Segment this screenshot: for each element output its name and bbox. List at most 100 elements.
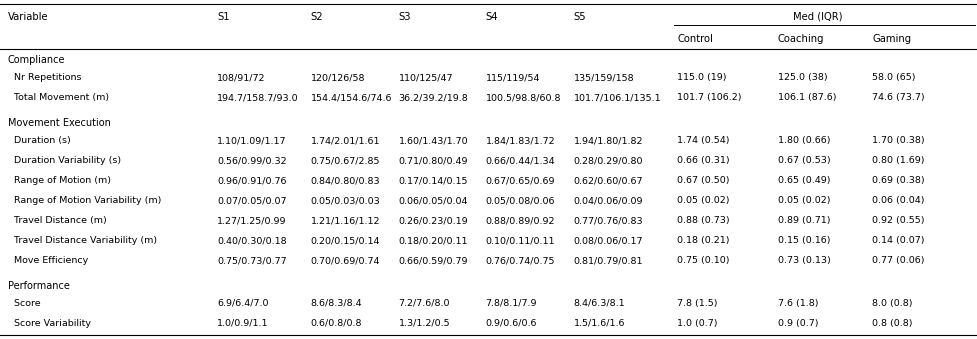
Text: 0.89 (0.71): 0.89 (0.71) (778, 216, 830, 225)
Text: 1.94/1.80/1.82: 1.94/1.80/1.82 (573, 136, 643, 145)
Text: 0.67/0.65/0.69: 0.67/0.65/0.69 (486, 176, 555, 185)
Text: 110/125/47: 110/125/47 (399, 73, 453, 82)
Text: 58.0 (65): 58.0 (65) (872, 73, 916, 82)
Text: 0.77 (0.06): 0.77 (0.06) (872, 256, 925, 265)
Text: 0.88 (0.73): 0.88 (0.73) (677, 216, 730, 225)
Text: 154.4/154.6/74.6: 154.4/154.6/74.6 (311, 93, 392, 102)
Text: 8.4/6.3/8.1: 8.4/6.3/8.1 (573, 299, 625, 308)
Text: 1.74/2.01/1.61: 1.74/2.01/1.61 (311, 136, 380, 145)
Text: 0.75 (0.10): 0.75 (0.10) (677, 256, 730, 265)
Text: Duration Variability (s): Duration Variability (s) (8, 156, 121, 165)
Text: 0.9 (0.7): 0.9 (0.7) (778, 319, 818, 328)
Text: 0.66/0.44/1.34: 0.66/0.44/1.34 (486, 156, 555, 165)
Text: Performance: Performance (8, 281, 69, 291)
Text: 0.56/0.99/0.32: 0.56/0.99/0.32 (217, 156, 286, 165)
Text: 1.60/1.43/1.70: 1.60/1.43/1.70 (399, 136, 468, 145)
Text: 7.2/7.6/8.0: 7.2/7.6/8.0 (399, 299, 450, 308)
Text: 1.0/0.9/1.1: 1.0/0.9/1.1 (217, 319, 269, 328)
Text: 74.6 (73.7): 74.6 (73.7) (872, 93, 925, 102)
Text: 0.70/0.69/0.74: 0.70/0.69/0.74 (311, 256, 380, 265)
Text: 1.84/1.83/1.72: 1.84/1.83/1.72 (486, 136, 555, 145)
Text: 100.5/98.8/60.8: 100.5/98.8/60.8 (486, 93, 561, 102)
Text: 194.7/158.7/93.0: 194.7/158.7/93.0 (217, 93, 299, 102)
Text: 0.88/0.89/0.92: 0.88/0.89/0.92 (486, 216, 555, 225)
Text: 0.07/0.05/0.07: 0.07/0.05/0.07 (217, 196, 286, 205)
Text: 0.66/0.59/0.79: 0.66/0.59/0.79 (399, 256, 468, 265)
Text: 0.69 (0.38): 0.69 (0.38) (872, 176, 925, 185)
Text: 1.21/1.16/1.12: 1.21/1.16/1.12 (311, 216, 380, 225)
Text: 0.17/0.14/0.15: 0.17/0.14/0.15 (399, 176, 468, 185)
Text: Total Movement (m): Total Movement (m) (8, 93, 109, 102)
Text: 7.8 (1.5): 7.8 (1.5) (677, 299, 717, 308)
Text: S1: S1 (217, 12, 230, 22)
Text: 0.05/0.08/0.06: 0.05/0.08/0.06 (486, 196, 555, 205)
Text: 120/126/58: 120/126/58 (311, 73, 365, 82)
Text: 6.9/6.4/7.0: 6.9/6.4/7.0 (217, 299, 269, 308)
Text: 0.04/0.06/0.09: 0.04/0.06/0.09 (573, 196, 643, 205)
Text: Travel Distance Variability (m): Travel Distance Variability (m) (8, 236, 157, 245)
Text: 8.0 (0.8): 8.0 (0.8) (872, 299, 913, 308)
Text: 0.05 (0.02): 0.05 (0.02) (778, 196, 830, 205)
Text: 0.14 (0.07): 0.14 (0.07) (872, 236, 925, 245)
Text: 0.81/0.79/0.81: 0.81/0.79/0.81 (573, 256, 643, 265)
Text: 0.84/0.80/0.83: 0.84/0.80/0.83 (311, 176, 380, 185)
Text: 1.0 (0.7): 1.0 (0.7) (677, 319, 717, 328)
Text: Travel Distance (m): Travel Distance (m) (8, 216, 106, 225)
Text: 101.7/106.1/135.1: 101.7/106.1/135.1 (573, 93, 661, 102)
Text: 0.06 (0.04): 0.06 (0.04) (872, 196, 925, 205)
Text: 7.8/8.1/7.9: 7.8/8.1/7.9 (486, 299, 537, 308)
Text: 0.67 (0.53): 0.67 (0.53) (778, 156, 830, 165)
Text: Med (IQR): Med (IQR) (792, 12, 842, 22)
Text: 115/119/54: 115/119/54 (486, 73, 540, 82)
Text: 0.9/0.6/0.6: 0.9/0.6/0.6 (486, 319, 537, 328)
Text: 0.77/0.76/0.83: 0.77/0.76/0.83 (573, 216, 643, 225)
Text: Variable: Variable (8, 12, 49, 22)
Text: 0.71/0.80/0.49: 0.71/0.80/0.49 (399, 156, 468, 165)
Text: 0.92 (0.55): 0.92 (0.55) (872, 216, 925, 225)
Text: Duration (s): Duration (s) (8, 136, 70, 145)
Text: 1.74 (0.54): 1.74 (0.54) (677, 136, 730, 145)
Text: 0.66 (0.31): 0.66 (0.31) (677, 156, 730, 165)
Text: 0.20/0.15/0.14: 0.20/0.15/0.14 (311, 236, 380, 245)
Text: Control: Control (677, 34, 713, 44)
Text: 8.6/8.3/8.4: 8.6/8.3/8.4 (311, 299, 362, 308)
Text: 0.26/0.23/0.19: 0.26/0.23/0.19 (399, 216, 468, 225)
Text: 0.05 (0.02): 0.05 (0.02) (677, 196, 730, 205)
Text: Range of Motion Variability (m): Range of Motion Variability (m) (8, 196, 161, 205)
Text: 0.75/0.67/2.85: 0.75/0.67/2.85 (311, 156, 380, 165)
Text: 0.08/0.06/0.17: 0.08/0.06/0.17 (573, 236, 643, 245)
Text: 0.76/0.74/0.75: 0.76/0.74/0.75 (486, 256, 555, 265)
Text: 0.15 (0.16): 0.15 (0.16) (778, 236, 830, 245)
Text: 101.7 (106.2): 101.7 (106.2) (677, 93, 742, 102)
Text: S5: S5 (573, 12, 586, 22)
Text: 0.6/0.8/0.8: 0.6/0.8/0.8 (311, 319, 362, 328)
Text: 0.8 (0.8): 0.8 (0.8) (872, 319, 913, 328)
Text: 0.18 (0.21): 0.18 (0.21) (677, 236, 730, 245)
Text: 0.80 (1.69): 0.80 (1.69) (872, 156, 925, 165)
Text: 0.62/0.60/0.67: 0.62/0.60/0.67 (573, 176, 643, 185)
Text: 0.10/0.11/0.11: 0.10/0.11/0.11 (486, 236, 555, 245)
Text: S2: S2 (311, 12, 323, 22)
Text: 0.73 (0.13): 0.73 (0.13) (778, 256, 830, 265)
Text: Nr Repetitions: Nr Repetitions (8, 73, 81, 82)
Text: Range of Motion (m): Range of Motion (m) (8, 176, 110, 185)
Text: 135/159/158: 135/159/158 (573, 73, 634, 82)
Text: 0.18/0.20/0.11: 0.18/0.20/0.11 (399, 236, 468, 245)
Text: 0.67 (0.50): 0.67 (0.50) (677, 176, 730, 185)
Text: S3: S3 (399, 12, 411, 22)
Text: 1.10/1.09/1.17: 1.10/1.09/1.17 (217, 136, 286, 145)
Text: 0.96/0.91/0.76: 0.96/0.91/0.76 (217, 176, 286, 185)
Text: 1.3/1.2/0.5: 1.3/1.2/0.5 (399, 319, 450, 328)
Text: Move Efficiency: Move Efficiency (8, 256, 88, 265)
Text: 1.5/1.6/1.6: 1.5/1.6/1.6 (573, 319, 625, 328)
Text: 108/91/72: 108/91/72 (217, 73, 266, 82)
Text: Score: Score (8, 299, 40, 308)
Text: 1.27/1.25/0.99: 1.27/1.25/0.99 (217, 216, 286, 225)
Text: S4: S4 (486, 12, 498, 22)
Text: 1.70 (0.38): 1.70 (0.38) (872, 136, 925, 145)
Text: Compliance: Compliance (8, 55, 65, 65)
Text: Gaming: Gaming (872, 34, 912, 44)
Text: 0.05/0.03/0.03: 0.05/0.03/0.03 (311, 196, 380, 205)
Text: 125.0 (38): 125.0 (38) (778, 73, 828, 82)
Text: 0.06/0.05/0.04: 0.06/0.05/0.04 (399, 196, 468, 205)
